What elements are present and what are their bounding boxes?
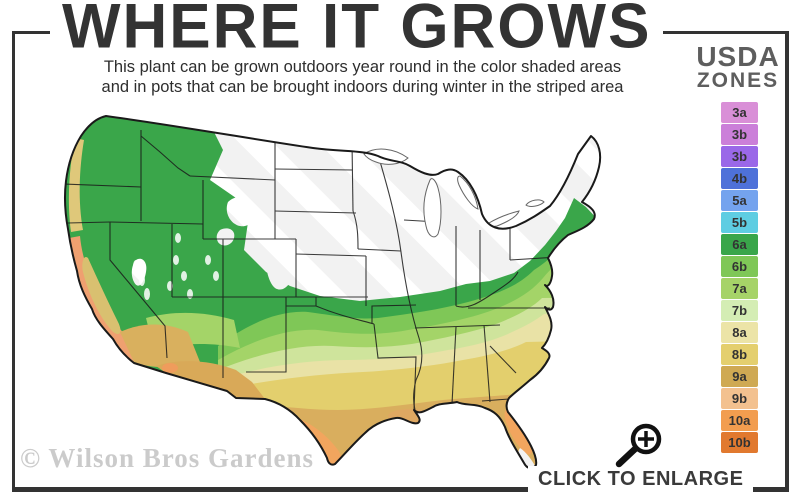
subtitle: This plant can be grown outdoors year ro… bbox=[40, 57, 685, 97]
zone-chip-6b: 6b bbox=[721, 256, 758, 277]
map-fill-layers bbox=[64, 116, 601, 469]
zone-chip-9b: 9b bbox=[721, 388, 758, 409]
zone-chip-3b: 3b bbox=[721, 146, 758, 167]
us-map-svg[interactable] bbox=[48, 110, 676, 478]
legend-title-usda: USDA bbox=[696, 41, 780, 72]
zone-chip-10a: 10a bbox=[721, 410, 758, 431]
us-outline bbox=[63, 115, 602, 470]
zone-chip-9a: 9a bbox=[721, 366, 758, 387]
zone-chip-3b: 3b bbox=[721, 124, 758, 145]
magnifier-plus-icon[interactable] bbox=[604, 414, 664, 477]
click-to-enlarge-label[interactable]: CLICK TO ENLARGE bbox=[528, 466, 754, 492]
subtitle-line-2: and in pots that can be brought indoors … bbox=[101, 78, 624, 96]
zone-chip-3a: 3a bbox=[721, 102, 758, 123]
zone-chip-4b: 4b bbox=[721, 168, 758, 189]
zone-chip-5a: 5a bbox=[721, 190, 758, 211]
watermark: © Wilson Bros Gardens bbox=[20, 443, 314, 473]
mountain-speckles bbox=[133, 233, 219, 300]
subtitle-line-1: This plant can be grown outdoors year ro… bbox=[103, 58, 622, 76]
page-title: WHERE IT GROWS bbox=[50, 0, 664, 59]
zone-chip-8b: 8b bbox=[721, 344, 758, 365]
zone-chip-6a: 6a bbox=[721, 234, 758, 255]
zone-chip-5b: 5b bbox=[721, 212, 758, 233]
great-lakes bbox=[363, 148, 545, 238]
state-borders bbox=[64, 130, 559, 411]
zone-chip-7b: 7b bbox=[721, 300, 758, 321]
zone-color-scale: 3a 3b 3b 4b 5a 5b 6a 6b 7a 7b 8a 8b 9a 9b 10a 10b bbox=[721, 102, 758, 454]
west-coast-patches bbox=[68, 120, 265, 399]
zone-chip-8a: 8a bbox=[721, 322, 758, 343]
zone-chip-7a: 7a bbox=[721, 278, 758, 299]
us-hardiness-map[interactable] bbox=[48, 110, 676, 478]
usda-zones-legend-title: USDA ZONES bbox=[683, 41, 793, 92]
zone-chip-10b: 10b bbox=[721, 432, 758, 453]
legend-title-zones: ZONES bbox=[696, 69, 780, 92]
